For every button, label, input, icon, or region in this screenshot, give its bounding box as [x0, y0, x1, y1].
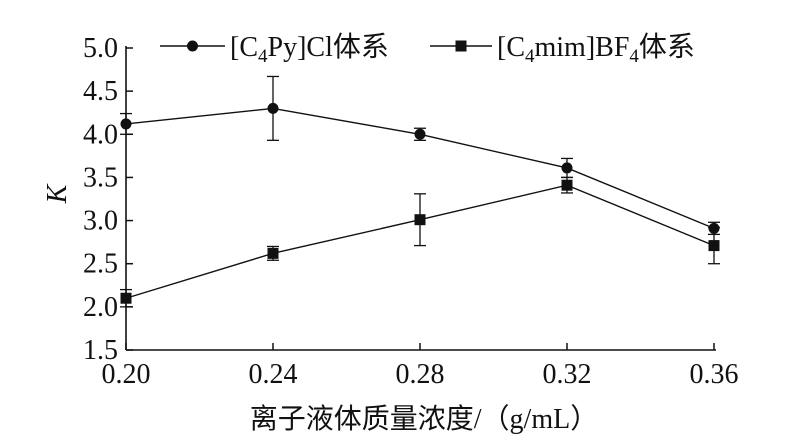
y-tick-label: 4.5	[83, 76, 118, 107]
legend-marker	[187, 40, 198, 52]
data-point	[267, 102, 279, 114]
y-axis-label: K	[42, 183, 73, 204]
y-tick-label: 3.0	[83, 206, 118, 237]
data-point	[414, 128, 426, 140]
y-tick-label: 2.0	[83, 292, 118, 323]
legend-entry-1: [C4Py]Cl体系	[160, 31, 389, 67]
data-point	[708, 240, 720, 252]
y-tick-label: 1.5	[83, 335, 118, 366]
legend-label: [C4mim]BF4体系	[497, 31, 695, 67]
data-point	[414, 214, 426, 226]
x-tick-label: 0.24	[249, 359, 298, 390]
legend-entry-2: [C4mim]BF4体系	[430, 31, 695, 67]
x-axis-label: 离子液体质量浓度/（g/mL）	[250, 403, 598, 435]
axes: 1.5 2.0 2.5 3.0 3.5 4.0 4.5 5.0 0.20 0.24 0.28 0.32…	[83, 33, 739, 390]
y-tick-label: 5.0	[83, 33, 118, 64]
data-point	[120, 118, 132, 130]
legend-marker	[455, 40, 467, 52]
x-tick-label: 0.32	[543, 359, 592, 390]
x-tick-label: 0.28	[396, 359, 445, 390]
x-tick-label: 0.20	[102, 359, 151, 390]
y-tick-label: 2.5	[83, 249, 118, 280]
series-layer	[120, 75, 720, 308]
data-point	[561, 179, 573, 191]
data-point	[120, 292, 132, 304]
data-point	[561, 162, 573, 174]
legend-label: [C4Py]Cl体系	[230, 31, 389, 67]
x-tick-label: 0.36	[690, 359, 739, 390]
y-tick-label: 4.0	[83, 119, 118, 150]
series-2	[120, 176, 720, 308]
data-point	[267, 247, 279, 259]
y-tick-label: 3.5	[83, 162, 118, 193]
legend: [C4Py]Cl体系 [C4mim]BF4体系	[160, 31, 695, 67]
